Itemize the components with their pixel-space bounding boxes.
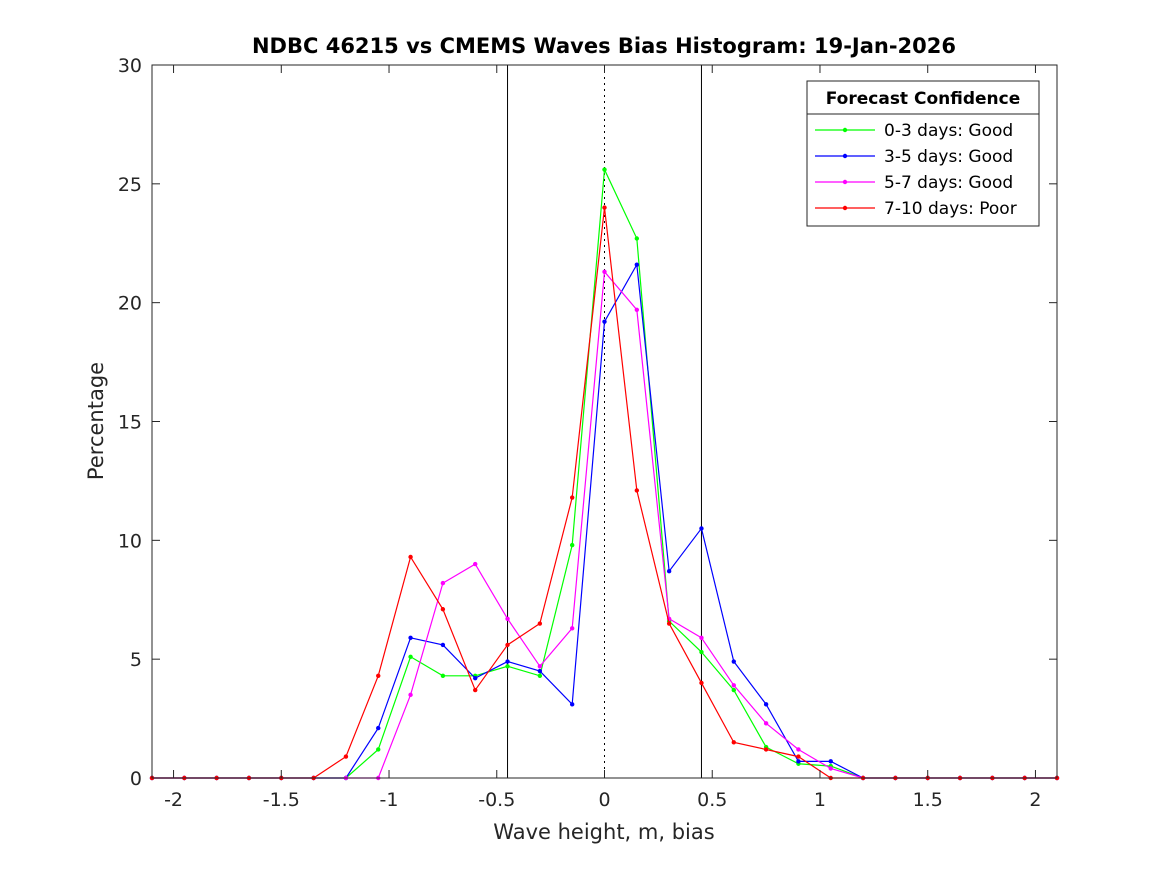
legend-title: Forecast Confidence [826, 89, 1021, 109]
data-point [505, 616, 510, 621]
data-point [763, 702, 769, 707]
data-point [505, 664, 510, 669]
data-point [569, 495, 575, 500]
y-tick-label: 30 [118, 55, 142, 77]
legend-entry: 3-5 days: Good [815, 147, 1013, 167]
data-point [634, 307, 640, 312]
legend-entry: 0-3 days: Good [815, 121, 1013, 141]
data-point [634, 262, 640, 267]
legend-label: 7-10 days: Poor [884, 199, 1017, 219]
x-tick-label: 0 [598, 789, 610, 811]
data-point [828, 759, 833, 764]
data-point [473, 687, 478, 693]
legend-swatch-marker [842, 179, 848, 185]
x-tick-label: -1.5 [263, 789, 300, 811]
legend-label: 0-3 days: Good [884, 121, 1013, 141]
data-point [828, 766, 833, 771]
data-point [796, 747, 801, 752]
x-tick-label: 2 [1029, 789, 1041, 811]
data-point [699, 635, 704, 640]
y-axis-label: Percentage [84, 362, 108, 480]
y-tick-label: 0 [130, 768, 142, 790]
data-point [634, 236, 640, 241]
data-point [731, 740, 736, 745]
x-tick-label: -1 [380, 789, 399, 811]
data-point [505, 642, 510, 648]
data-point [569, 702, 575, 707]
data-point [440, 642, 446, 648]
data-point [376, 725, 381, 731]
data-point [440, 580, 446, 586]
x-tick-label: 1.5 [913, 789, 943, 811]
y-tick-label: 25 [118, 174, 142, 196]
y-tick-label: 5 [130, 649, 142, 671]
legend-swatch-marker [842, 153, 848, 159]
data-point [634, 488, 640, 493]
reference-lines [507, 65, 702, 778]
x-tick-label: 0.5 [697, 789, 727, 811]
data-point [602, 167, 607, 172]
data-point [731, 683, 736, 688]
data-point [473, 675, 478, 681]
legend-label: 5-7 days: Good [884, 173, 1013, 193]
data-point [440, 673, 446, 679]
legend-swatch-marker [842, 127, 848, 133]
data-point [602, 269, 607, 274]
data-point [731, 659, 736, 664]
data-point [763, 721, 769, 726]
data-point [796, 754, 801, 759]
data-point [602, 205, 607, 210]
data-point [440, 607, 446, 612]
data-point [699, 526, 704, 531]
data-point [537, 621, 543, 626]
data-point [796, 759, 801, 764]
data-point [602, 319, 607, 324]
y-tick-label: 20 [118, 293, 142, 315]
data-point [408, 554, 413, 560]
x-tick-label: -0.5 [478, 789, 515, 811]
y-tick-label: 15 [118, 412, 142, 434]
x-axis-label: Wave height, m, bias [493, 820, 714, 844]
data-point [376, 673, 381, 679]
data-point [569, 626, 575, 631]
data-point [537, 668, 543, 674]
data-point [408, 692, 413, 698]
data-point [473, 561, 478, 567]
legend-label: 3-5 days: Good [884, 147, 1013, 167]
data-point [408, 635, 413, 640]
legend-items: 0-3 days: Good 3-5 days: Good 5-7 days: Go… [815, 121, 1017, 219]
x-tick-label: 1 [814, 789, 826, 811]
data-point [505, 659, 510, 664]
data-point [537, 664, 543, 669]
data-point [569, 542, 575, 548]
data-point [666, 569, 672, 574]
legend-entry: 7-10 days: Poor [815, 199, 1017, 219]
x-tick-label: -2 [164, 789, 183, 811]
chart-title: NDBC 46215 vs CMEMS Waves Bias Histogram… [252, 34, 956, 58]
legend-box [806, 80, 1040, 227]
data-point [537, 673, 543, 679]
data-point [731, 687, 736, 693]
legend-entry: 5-7 days: Good [815, 173, 1013, 193]
data-point [376, 747, 381, 752]
data-point [763, 747, 769, 752]
y-tick-label: 10 [118, 530, 142, 552]
data-point [408, 654, 413, 659]
data-point [699, 649, 704, 655]
legend: Forecast Confidence 0-3 days: Good 3-5 da… [806, 80, 1040, 227]
data-point [699, 680, 704, 686]
data-point [666, 621, 672, 626]
legend-swatch-marker [842, 205, 848, 211]
data-point [343, 754, 349, 759]
